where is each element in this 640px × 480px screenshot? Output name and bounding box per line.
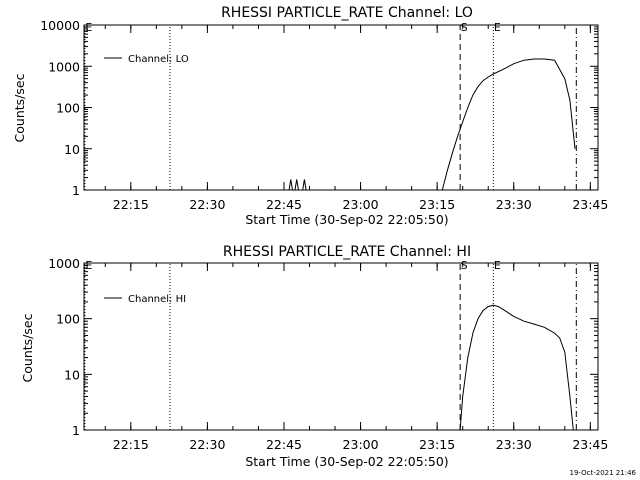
lo-x-tick-label: 22:30 (189, 197, 225, 212)
lo-event-marker-label: E (494, 21, 501, 34)
hi-x-tick-label: 22:45 (266, 437, 302, 452)
lo-y-tick-label: 100 (56, 101, 80, 116)
hi-x-tick-label: 23:15 (419, 437, 455, 452)
lo-y-axis-label: Counts/sec (12, 73, 27, 142)
hi-legend-label: Channel: HI (128, 294, 186, 305)
hi-x-tick-label: 23:45 (572, 437, 608, 452)
hi-event-marker-label: S (461, 259, 468, 272)
lo-legend-label: Channel: LO (128, 54, 189, 65)
lo-plot-frame (83, 24, 599, 191)
hi-x-tick-label: 23:00 (343, 437, 379, 452)
lo-y-tick-label: 10000 (40, 18, 80, 33)
hi-plot-frame (83, 262, 599, 431)
lo-x-ticks: 22:15 22:30 22:45 23:00 23:15 23:30 23:45 (104, 25, 608, 212)
hi-series-line (459, 304, 574, 431)
hi-x-tick-label: 22:15 (113, 437, 149, 452)
hi-y-tick-label: 100 (56, 312, 80, 327)
lo-event-marker-label: E (85, 21, 92, 34)
hi-event-marker-label: E (85, 259, 92, 272)
lo-x-tick-label: 22:15 (113, 197, 149, 212)
lo-x-tick-label: 23:00 (343, 197, 379, 212)
hi-y-tick-label: 1000 (48, 256, 80, 271)
lo-channel-panel: RHESSI PARTICLE_RATE Channel: LO Start T… (12, 5, 608, 227)
hi-y-tick-label: 10 (64, 367, 80, 382)
lo-x-tick-label: 23:30 (496, 197, 532, 212)
lo-x-tick-label: 23:15 (419, 197, 455, 212)
hi-channel-panel: RHESSI PARTICLE_RATE Channel: HI Start T… (20, 244, 608, 469)
hi-x-axis-label: Start Time (30-Sep-02 22:05:50) (245, 454, 448, 469)
hi-x-tick-label: 22:30 (189, 437, 225, 452)
lo-series-line (84, 58, 576, 191)
generation-timestamp: 19-Oct-2021 21:46 (570, 469, 637, 477)
hi-y-ticks: 1 10 100 1000 (48, 256, 598, 438)
hi-x-tick-label: 23:30 (496, 437, 532, 452)
lo-x-axis-label: Start Time (30-Sep-02 22:05:50) (245, 212, 448, 227)
hi-y-axis-label: Counts/sec (20, 313, 35, 382)
hi-event-marker-label: E (494, 259, 501, 272)
lo-event-marker-label: S (461, 21, 468, 34)
hi-x-ticks: 22:15 22:30 22:45 23:00 23:15 23:30 23:45 (104, 263, 608, 452)
lo-x-tick-label: 23:45 (572, 197, 608, 212)
lo-chart-title: RHESSI PARTICLE_RATE Channel: LO (221, 5, 473, 21)
hi-chart-title: RHESSI PARTICLE_RATE Channel: HI (223, 244, 471, 260)
lo-y-tick-label: 1000 (48, 59, 80, 74)
lo-x-tick-label: 22:45 (266, 197, 302, 212)
lo-y-tick-label: 1 (72, 183, 80, 198)
hi-y-tick-label: 1 (72, 423, 80, 438)
lo-y-ticks: 1 10 100 1000 10000 (40, 18, 598, 198)
lo-y-tick-label: 10 (64, 142, 80, 157)
